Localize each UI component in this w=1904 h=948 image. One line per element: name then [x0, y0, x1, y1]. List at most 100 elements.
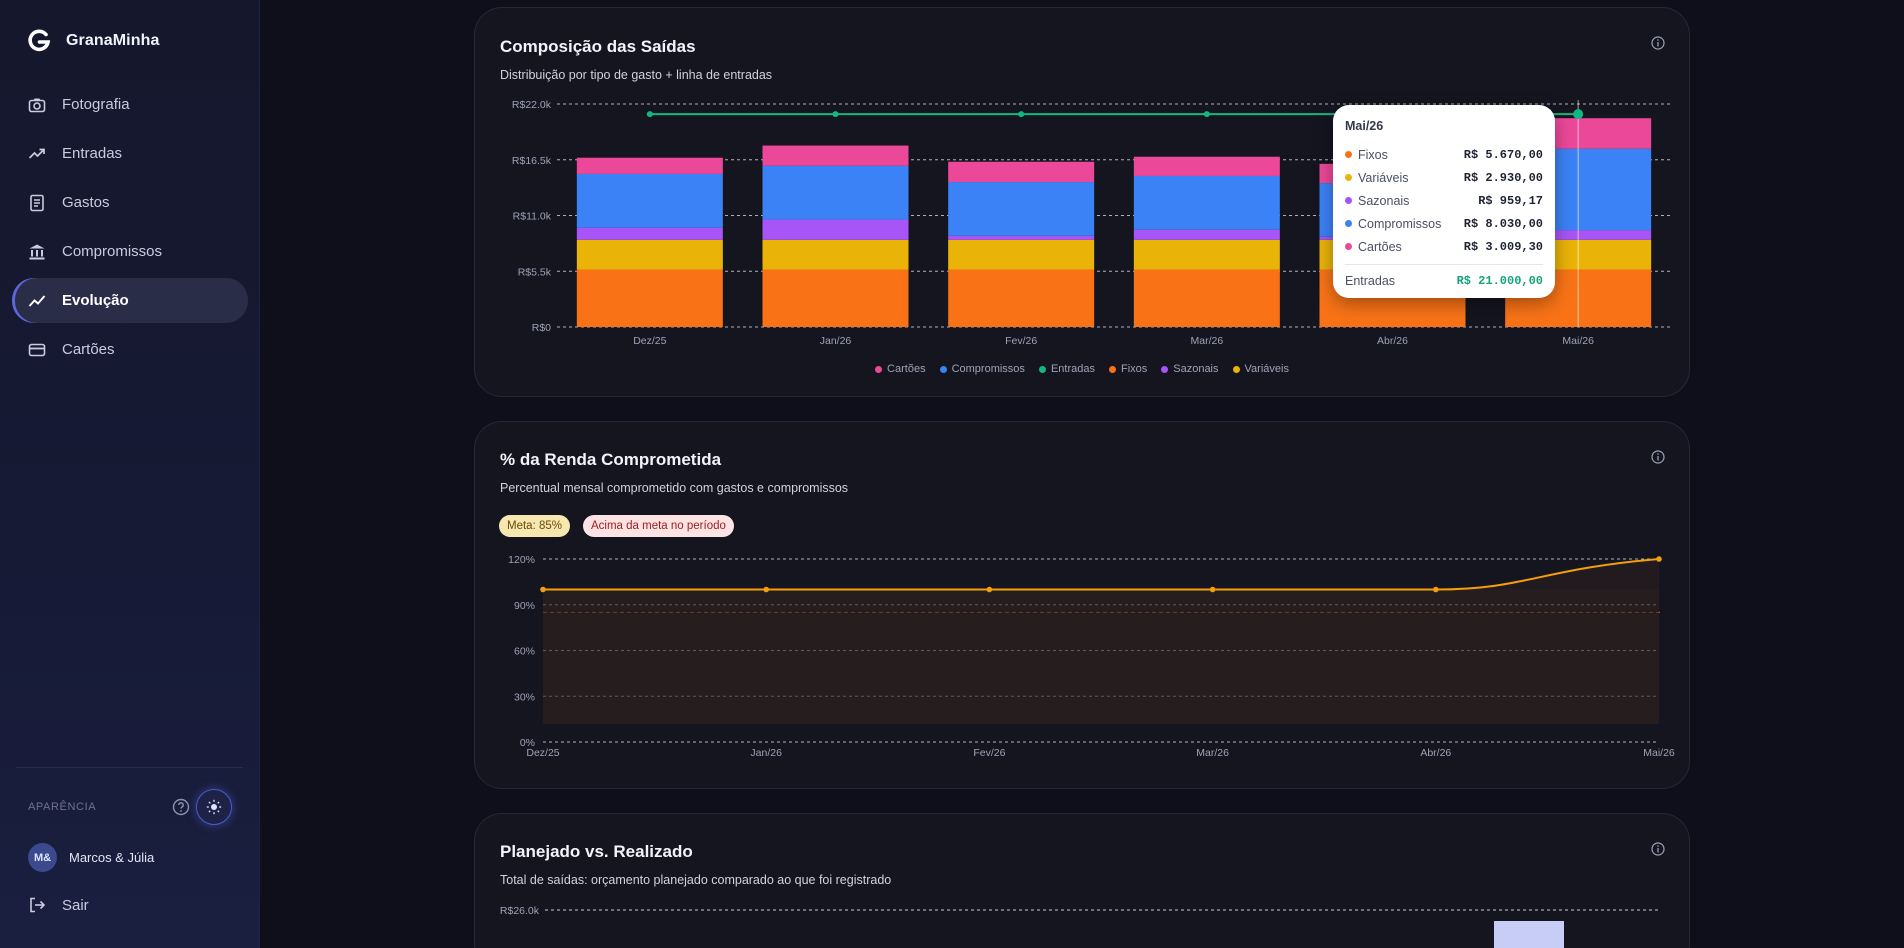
appearance-label: APARÊNCIA [28, 801, 97, 813]
entradas-point [1018, 111, 1025, 118]
tooltip-label: Fixos [1358, 147, 1388, 162]
renda-point [1209, 586, 1216, 593]
sun-icon [206, 799, 222, 815]
sidebar-item-evolucao[interactable]: Evolução [12, 278, 248, 323]
y-tick-label: 90% [514, 600, 535, 612]
sidebar-nav: Fotografia Entradas Gastos Compromissos … [12, 82, 248, 376]
line-chart-icon [28, 294, 46, 307]
bar-segment-variáveis [762, 239, 909, 270]
sidebar-divider [16, 767, 243, 768]
theme-toggle-button[interactable] [196, 789, 232, 825]
bar-segment-cartões [1133, 156, 1280, 176]
tooltip-row: Variáveis R$ 2.930,00 [1345, 166, 1543, 189]
logout-button[interactable]: Sair [28, 896, 89, 914]
tooltip-title: Mai/26 [1345, 119, 1384, 133]
tooltip-dot [1345, 151, 1352, 158]
x-tick-label: Dez/25 [526, 747, 559, 759]
bar-segment-variáveis [1133, 239, 1280, 270]
meta-badge: Meta: 85% [499, 515, 570, 537]
sidebar-item-label: Compromissos [62, 243, 163, 260]
area-under-line [543, 559, 1659, 724]
legend-dot [939, 365, 947, 373]
legend-label: Compromissos [951, 363, 1025, 375]
y-tick-label: R$0 [532, 322, 551, 334]
bar-segment-sazonais [1133, 229, 1280, 240]
x-tick-label: Abr/26 [1377, 335, 1408, 347]
card-subtitle: Distribuição por tipo de gasto + linha d… [500, 68, 773, 82]
tooltip-total-row: Entradas R$ 21.000,00 [1345, 269, 1543, 292]
user-profile[interactable]: M& Marcos & Júlia [28, 843, 154, 872]
trending-up-icon [28, 148, 45, 159]
x-tick-label: Mar/26 [1190, 335, 1223, 347]
legend-label: Sazonais [1173, 363, 1219, 375]
bar-segment-variáveis [576, 239, 723, 270]
y-tick-label: R$16.5k [512, 155, 552, 167]
planned-bar [1494, 921, 1564, 948]
legend-dot [875, 365, 883, 373]
x-tick-label: Jan/26 [750, 747, 782, 759]
entradas-point [1573, 109, 1584, 120]
sidebar-item-label: Cartões [62, 341, 115, 358]
legend-label: Fixos [1120, 363, 1148, 375]
tooltip-row: Cartões R$ 3.009,30 [1345, 235, 1543, 258]
sidebar-item-compromissos[interactable]: Compromissos [12, 229, 248, 274]
renda-point [763, 586, 769, 593]
legend-item[interactable]: Sazonais [1161, 363, 1219, 375]
legend-label: Cartões [887, 363, 926, 375]
info-icon[interactable] [1651, 842, 1665, 856]
x-tick-label: Mar/26 [1196, 747, 1229, 759]
brand[interactable]: GranaMinha [26, 28, 159, 54]
legend-item[interactable]: Compromissos [939, 363, 1025, 375]
bar-segment-cartões [576, 157, 723, 174]
sidebar-item-entradas[interactable]: Entradas [12, 131, 248, 176]
card-title: Planejado vs. Realizado [500, 842, 693, 861]
legend-dot [1038, 365, 1046, 373]
legend-item[interactable]: Variáveis [1232, 363, 1289, 375]
info-icon[interactable] [1651, 36, 1665, 50]
y-tick-label: R$22.0k [512, 99, 552, 111]
planejado-chart: R$26.0k [500, 905, 1661, 948]
renda-card: % da Renda Comprometida Percentual mensa… [474, 421, 1690, 789]
help-icon[interactable] [172, 798, 190, 816]
legend-item[interactable]: Cartões [875, 363, 926, 375]
tooltip-dot [1345, 243, 1352, 250]
tooltip-label: Cartões [1358, 239, 1402, 254]
y-tick-label: R$26.0k [500, 905, 540, 917]
logout-label: Sair [62, 896, 89, 914]
tooltip-divider [1345, 264, 1543, 265]
logout-icon [30, 897, 46, 913]
sidebar-item-fotografia[interactable]: Fotografia [12, 82, 248, 127]
tooltip-value: R$ 5.670,00 [1463, 147, 1543, 162]
bar-segment-compromissos [762, 165, 909, 220]
legend-item[interactable]: Entradas [1038, 363, 1095, 375]
x-tick-label: Jan/26 [820, 335, 852, 347]
sidebar: GranaMinha Fotografia Entradas Gastos Co… [0, 0, 260, 948]
x-tick-label: Abr/26 [1420, 747, 1451, 759]
legend-dot [1108, 365, 1116, 373]
bar-segment-compromissos [576, 173, 723, 228]
planejado-card: Planejado vs. Realizado Total de saídas:… [474, 813, 1690, 948]
alert-badge: Acima da meta no período [583, 515, 734, 537]
tooltip-value: R$ 8.030,00 [1463, 216, 1543, 231]
legend-label: Variáveis [1244, 363, 1289, 375]
chart-tooltip: Mai/26 Fixos R$ 5.670,00 Variáveis R$ 2.930… [1333, 105, 1555, 298]
sidebar-item-label: Gastos [62, 194, 110, 211]
x-tick-label: Fev/26 [1005, 335, 1037, 347]
info-icon[interactable] [1651, 450, 1665, 464]
y-tick-label: R$5.5k [518, 266, 552, 278]
tooltip-total-label: Entradas [1345, 273, 1396, 288]
entradas-point [1203, 111, 1210, 118]
legend-item[interactable]: Fixos [1108, 363, 1148, 375]
tooltip-row: Sazonais R$ 959,17 [1345, 189, 1543, 212]
y-tick-label: 60% [514, 646, 535, 658]
sidebar-item-label: Evolução [62, 292, 129, 309]
tooltip-dot [1345, 197, 1352, 204]
renda-point [1656, 556, 1662, 562]
sidebar-item-cartoes[interactable]: Cartões [12, 327, 248, 372]
sidebar-item-gastos[interactable]: Gastos [12, 180, 248, 225]
bar-segment-fixos [948, 269, 1095, 327]
chart-legend: Cartões Compromissos Entradas Fixos Sazonais… [475, 363, 1689, 375]
tooltip-value: R$ 959,17 [1478, 193, 1543, 208]
appearance-section: APARÊNCIA [28, 789, 234, 825]
renda-chart[interactable]: 0% 30% 60% 90% 120% Dez/25 Jan/26 Fev/26 Mar/26 A… [475, 422, 1691, 790]
